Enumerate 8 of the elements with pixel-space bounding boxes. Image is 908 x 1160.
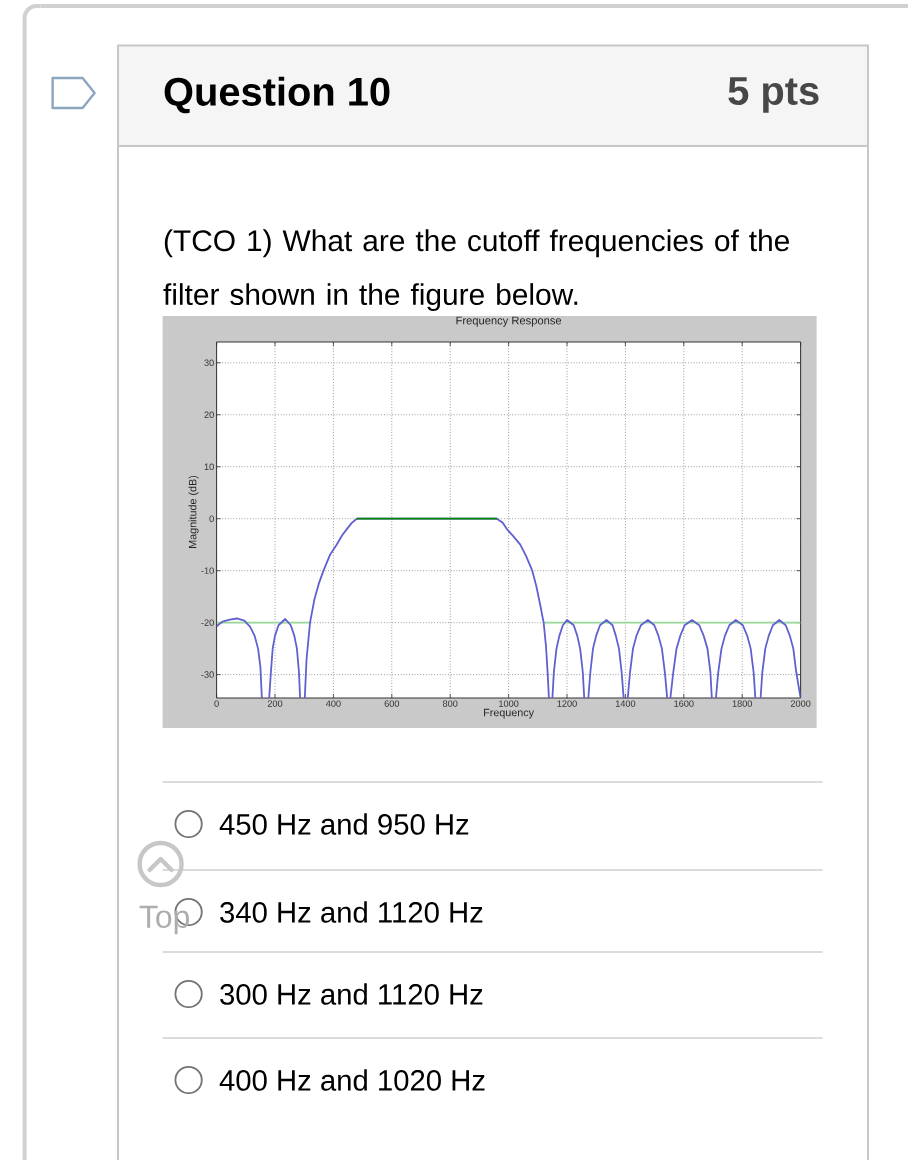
text: 340 Hz and 1120 Hz [219, 901, 483, 923]
text: 400 Hz and 1020 Hz [219, 1069, 485, 1091]
text: Top [139, 905, 189, 935]
text: 450 Hz and 950 Hz [219, 813, 468, 835]
text: 5 pts [728, 77, 819, 113]
text: 300 Hz and 1120 Hz [219, 983, 483, 1005]
text: Question 10 [164, 76, 390, 114]
text: (TCO 1) What are the cutoff frequencies of the filter shown in the figure below. [163, 229, 789, 311]
